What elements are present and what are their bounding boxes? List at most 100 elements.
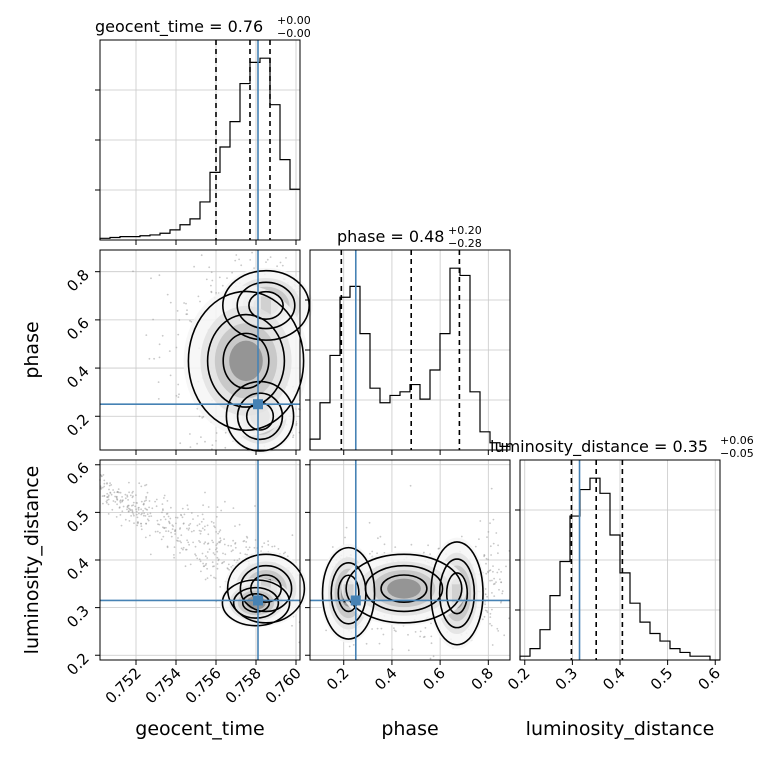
scatter-point — [195, 554, 197, 557]
scatter-point — [166, 293, 169, 296]
scatter-point — [227, 568, 229, 570]
scatter-point — [158, 343, 161, 346]
scatter-point — [489, 545, 492, 548]
scatter-point — [143, 500, 146, 503]
scatter-point — [162, 509, 164, 512]
scatter-point — [200, 520, 203, 523]
svg-text:+0.20: +0.20 — [448, 224, 482, 237]
scatter-point — [124, 518, 127, 521]
truth-marker-phase-vs-geocent-time — [253, 399, 263, 410]
scatter-point — [100, 486, 102, 489]
scatter-point — [202, 504, 205, 507]
scatter-point — [224, 553, 227, 556]
scatter-point — [501, 590, 504, 593]
scatter-point — [199, 532, 202, 535]
scatter-point — [210, 284, 212, 287]
scatter-point — [177, 540, 180, 542]
scatter-point — [114, 501, 117, 503]
scatter-point — [348, 645, 351, 648]
y-tick-label-luminosity-distance: 0.6 — [63, 459, 93, 489]
x-tick-label-geocent-time: 0.754 — [142, 664, 185, 707]
x-tick-label-phase: 0.4 — [371, 664, 401, 694]
scatter-point — [177, 383, 180, 386]
scatter-point — [214, 526, 216, 529]
scatter-point — [497, 544, 499, 547]
scatter-point — [495, 581, 497, 583]
scatter-point — [226, 277, 228, 279]
scatter-point — [132, 504, 135, 506]
scatter-point — [193, 265, 196, 268]
x-tick-label-luminosity-distance: 0.2 — [504, 664, 534, 694]
scatter-point — [121, 499, 124, 502]
scatter-point — [236, 559, 239, 562]
contour-phase-vs-geocent-time — [206, 313, 286, 408]
scatter-point — [206, 524, 209, 527]
scatter-point — [181, 516, 184, 519]
scatter-point — [273, 545, 276, 548]
x-tick-label-geocent-time: 0.758 — [222, 664, 265, 707]
scatter-point — [485, 562, 487, 565]
scatter-point — [112, 500, 115, 502]
scatter-point — [142, 514, 145, 517]
y-axis-label-phase: phase — [21, 321, 43, 378]
scatter-point — [106, 482, 108, 484]
scatter-point — [490, 487, 493, 490]
scatter-point — [202, 518, 205, 520]
scatter-point — [161, 334, 164, 337]
scatter-point — [212, 565, 214, 568]
scatter-point — [206, 551, 209, 553]
scatter-point — [196, 524, 199, 527]
scatter-point — [189, 446, 192, 448]
scatter-point — [154, 530, 157, 533]
scatter-point — [265, 261, 267, 263]
scatter-point — [113, 491, 116, 494]
scatter-point — [201, 513, 204, 516]
scatter-point — [107, 503, 110, 506]
scatter-point — [201, 552, 204, 555]
scatter-point — [107, 498, 110, 501]
scatter-point — [215, 432, 218, 434]
x-axis-label-luminosity-distance: luminosity_distance — [526, 718, 715, 740]
scatter-point — [211, 444, 214, 447]
contour-luminosity-distance-vs-phase — [438, 558, 476, 629]
scatter-point — [234, 546, 237, 549]
scatter-point — [109, 482, 111, 484]
scatter-point — [493, 577, 495, 580]
scatter-point — [484, 588, 487, 590]
scatter-point — [215, 292, 218, 294]
scatter-point — [167, 530, 170, 533]
truth-marker-luminosity-distance-vs-geocent-time — [253, 595, 263, 606]
title-luminosity-distance: luminosity_distance = 0.35 +0.06 −0.05 — [490, 434, 754, 460]
scatter-point — [212, 541, 215, 544]
scatter-point — [496, 571, 499, 574]
scatter-point — [145, 499, 148, 502]
scatter-point — [249, 259, 252, 261]
scatter-point — [479, 520, 482, 522]
scatter-point — [478, 538, 480, 540]
scatter-point — [215, 548, 217, 551]
contour-phase-vs-geocent-time — [236, 281, 296, 330]
scatter-point — [143, 512, 146, 515]
scatter-point — [204, 555, 207, 558]
scatter-point — [213, 553, 216, 556]
scatter-point — [136, 502, 139, 504]
scatter-point — [345, 526, 348, 529]
scatter-point — [115, 495, 118, 498]
scatter-point — [380, 627, 383, 630]
scatter-point — [216, 556, 219, 559]
scatter-point — [222, 552, 224, 555]
scatter-point — [211, 279, 214, 282]
scatter-point — [140, 513, 143, 516]
scatter-point — [233, 559, 236, 562]
scatter-point — [210, 574, 212, 577]
scatter-point — [228, 569, 231, 571]
scatter-point — [194, 545, 197, 548]
scatter-point — [103, 485, 106, 488]
scatter-point — [117, 488, 120, 490]
scatter-point — [119, 514, 122, 516]
scatter-point — [216, 563, 219, 565]
scatter-point — [190, 530, 193, 533]
title-phase: phase = 0.48 +0.20 −0.28 — [337, 224, 482, 250]
x-tick-label-luminosity-distance: 0.3 — [552, 664, 582, 694]
scatter-point — [491, 608, 493, 611]
